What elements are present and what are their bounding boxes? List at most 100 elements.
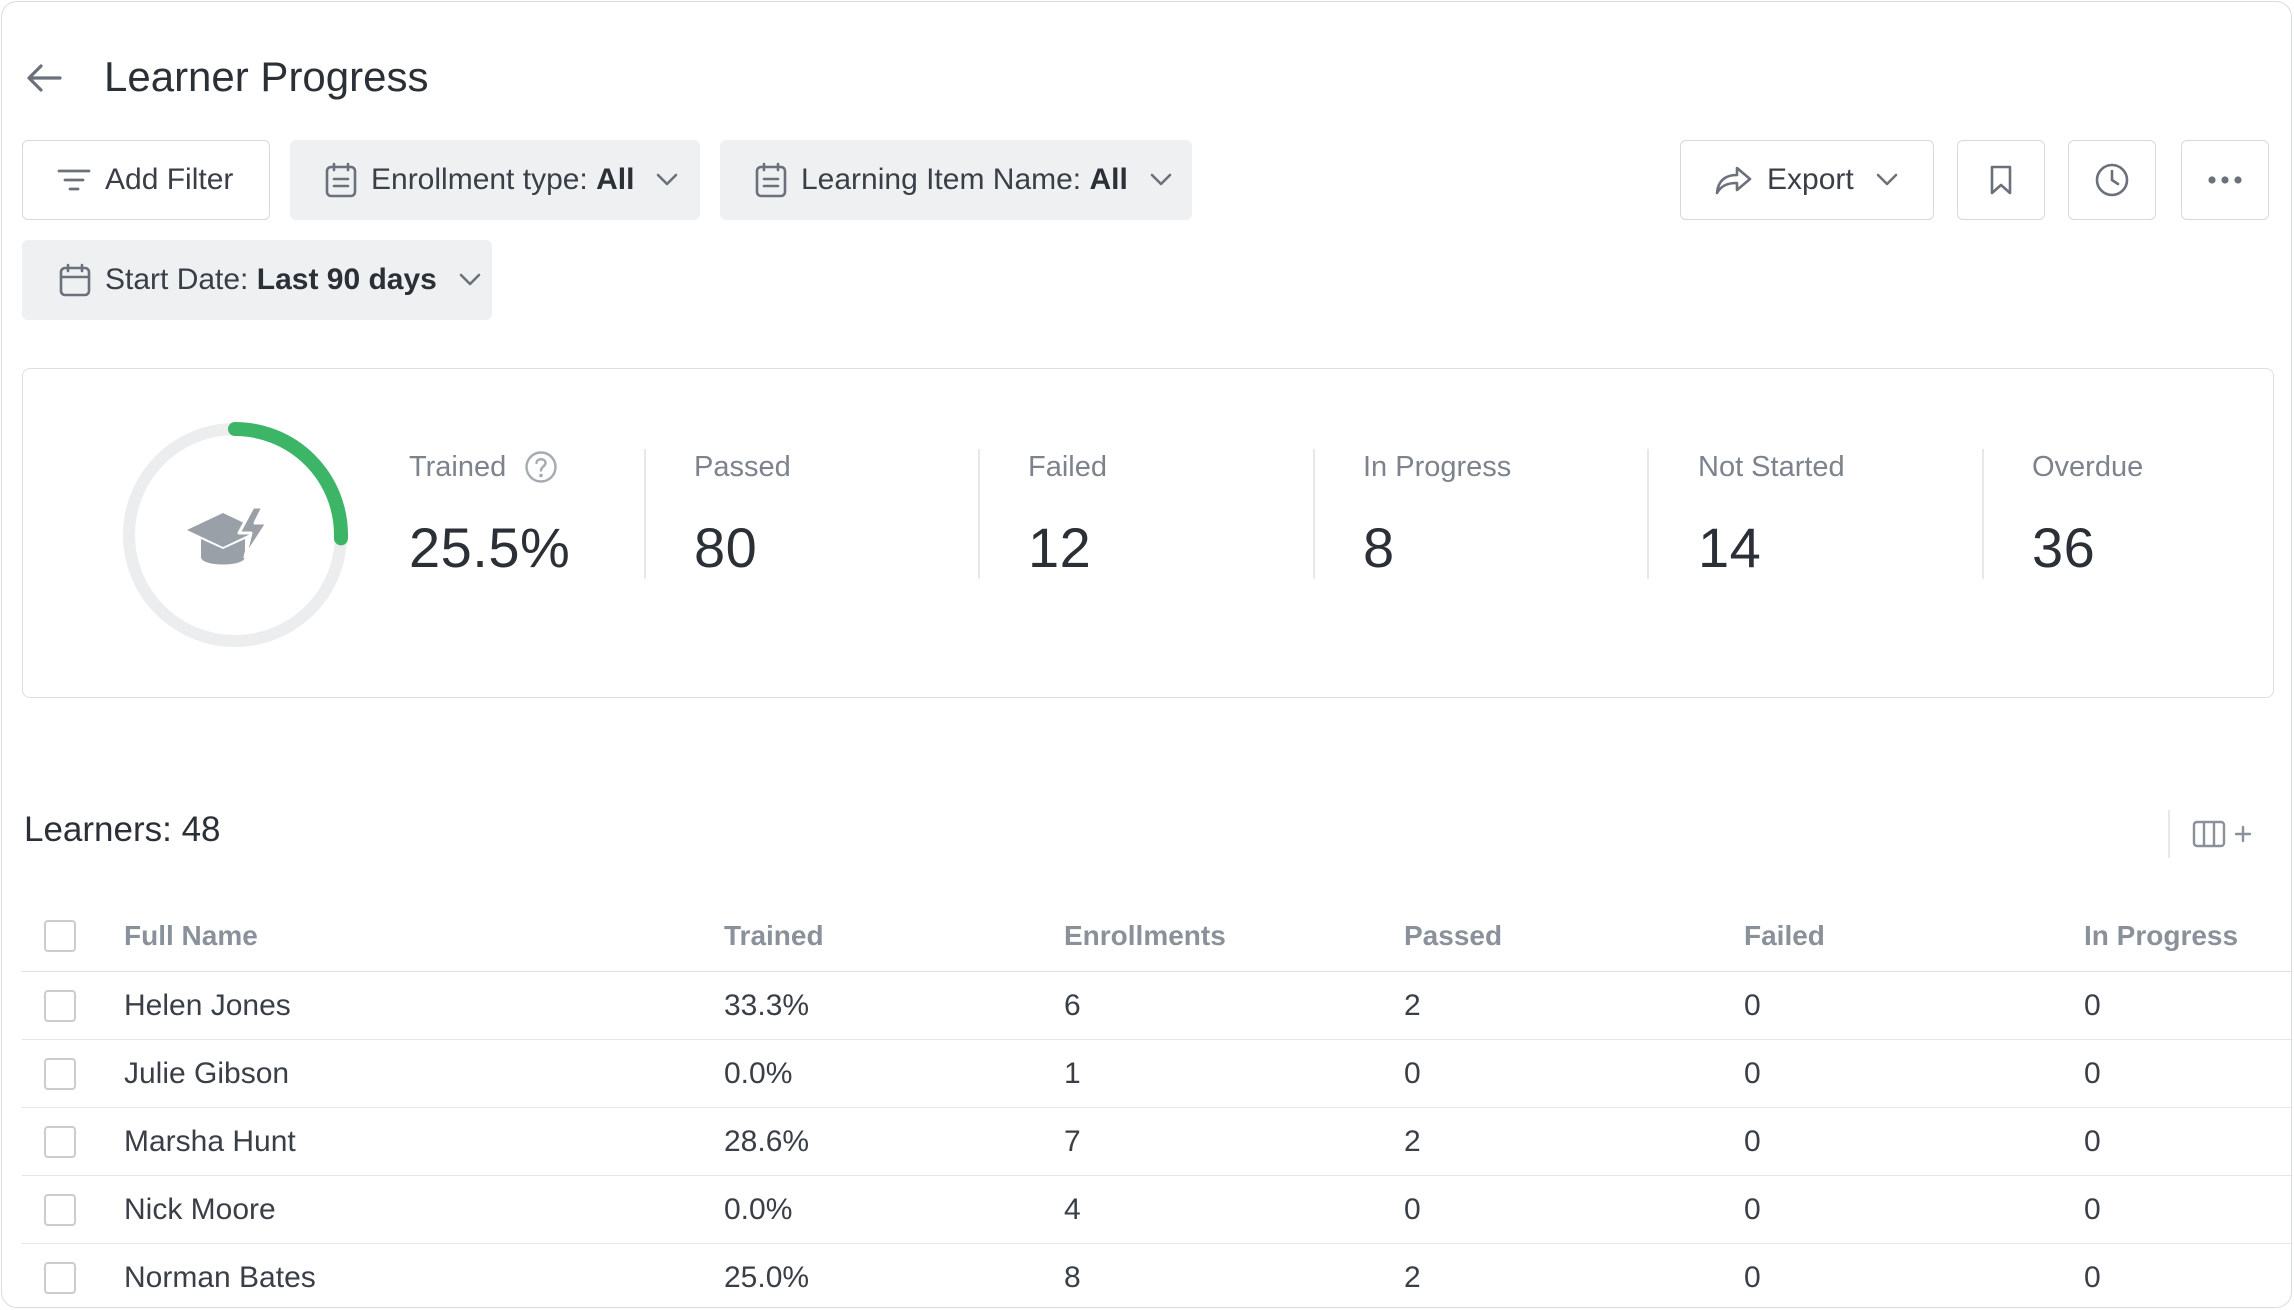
learner-name[interactable]: Marsha Hunt <box>124 1124 296 1158</box>
bookmark-icon <box>1990 165 2012 195</box>
trained-cell: 0.0% <box>724 1192 793 1226</box>
trained-cell: 33.3% <box>724 988 810 1022</box>
table-header-row: Full Name Trained Enrollments Passed Fai… <box>22 900 2291 972</box>
start-date-text: Start Date: Last 90 days <box>105 263 437 297</box>
trained-cell: 28.6% <box>724 1124 810 1158</box>
learner-name[interactable]: Helen Jones <box>124 988 291 1022</box>
bookmark-button[interactable] <box>1957 140 2045 220</box>
stat-value: 12 <box>1028 516 1092 579</box>
help-icon[interactable] <box>524 450 558 484</box>
passed-cell: 0 <box>1404 1056 1421 1090</box>
learning-item-text: Learning Item Name: All <box>801 163 1128 197</box>
passed-cell: 2 <box>1404 1124 1421 1158</box>
passed-cell: 0 <box>1404 1192 1421 1226</box>
stat-label: Failed <box>1028 450 1107 483</box>
trained-cell: 0.0% <box>724 1056 793 1090</box>
calendar-icon <box>59 263 91 297</box>
passed-cell: 2 <box>1404 1260 1421 1294</box>
export-button[interactable]: Export <box>1680 140 1934 220</box>
learners-count-title: Learners: 48 <box>24 810 221 849</box>
learning-item-filter[interactable]: Learning Item Name: All <box>720 140 1192 220</box>
trained-cell: 25.0% <box>724 1260 810 1294</box>
column-header[interactable]: Failed <box>1744 919 1825 951</box>
learner-name[interactable]: Nick Moore <box>124 1192 276 1226</box>
column-header[interactable]: In Progress <box>2084 919 2239 951</box>
table-row[interactable]: Helen Jones 33.3% 6 2 0 0 <box>22 972 2291 1040</box>
share-arrow-icon <box>1715 166 1752 195</box>
table-row[interactable]: Norman Bates 25.0% 8 2 0 0 <box>22 1244 2291 1307</box>
progress-summary-card: Trained 25.5% Passed 80 Failed 12 In Pro… <box>22 368 2274 698</box>
back-button[interactable] <box>20 54 68 102</box>
start-date-filter[interactable]: Start Date: Last 90 days <box>22 240 492 320</box>
enrollments-cell: 6 <box>1064 988 1081 1022</box>
chevron-down-icon <box>657 173 678 186</box>
stat-trained-value: 25.5% <box>409 516 571 579</box>
columns-icon <box>2192 820 2226 848</box>
filter-icon <box>57 169 91 191</box>
stat-divider <box>644 449 646 579</box>
stat-trained: Trained 25.5% <box>409 449 571 580</box>
column-header[interactable]: Full Name <box>124 919 258 951</box>
export-label: Export <box>1767 163 1854 196</box>
failed-cell: 0 <box>1744 1260 1761 1294</box>
failed-cell: 0 <box>1744 988 1761 1022</box>
enrollment-type-value: All <box>596 163 635 196</box>
select-all-checkbox[interactable] <box>44 919 76 952</box>
stat-value: 8 <box>1363 516 1395 579</box>
row-checkbox[interactable] <box>44 989 76 1022</box>
learner-name[interactable]: Norman Bates <box>124 1260 316 1294</box>
start-date-label: Start Date: <box>105 263 249 296</box>
table-row[interactable]: Julie Gibson 0.0% 1 0 0 0 <box>22 1040 2291 1108</box>
arrow-left-icon <box>27 64 62 92</box>
plus-icon <box>2234 825 2252 843</box>
stat-failed: Failed 12 <box>1028 449 1107 580</box>
add-filter-button[interactable]: Add Filter <box>22 140 270 220</box>
stat-in-progress: In Progress 8 <box>1363 449 1511 580</box>
column-settings-button[interactable] <box>2192 814 2282 854</box>
passed-cell: 2 <box>1404 988 1421 1022</box>
stat-divider <box>1647 449 1649 579</box>
row-checkbox[interactable] <box>44 1125 76 1158</box>
graduation-cap-icon <box>187 505 269 565</box>
row-checkbox[interactable] <box>44 1193 76 1226</box>
column-header[interactable]: Trained <box>724 919 824 951</box>
stat-passed: Passed 80 <box>694 449 791 580</box>
stat-overdue: Overdue 36 <box>2032 449 2144 580</box>
row-checkbox[interactable] <box>44 1057 76 1090</box>
table-row[interactable]: Nick Moore 0.0% 4 0 0 0 <box>22 1176 2291 1244</box>
more-horizontal-icon <box>2208 176 2242 184</box>
chevron-down-icon <box>1150 173 1172 186</box>
in-progress-cell: 0 <box>2084 1260 2101 1294</box>
in-progress-cell: 0 <box>2084 1056 2101 1090</box>
schedule-button[interactable] <box>2068 140 2156 220</box>
learner-name[interactable]: Julie Gibson <box>124 1056 290 1090</box>
row-checkbox[interactable] <box>44 1261 76 1294</box>
enrollment-type-label: Enrollment type: <box>371 163 588 196</box>
enrollments-cell: 4 <box>1064 1192 1081 1226</box>
stat-label: Passed <box>694 450 791 483</box>
in-progress-cell: 0 <box>2084 1124 2101 1158</box>
learning-item-value: All <box>1089 163 1128 196</box>
enrollment-type-filter[interactable]: Enrollment type: All <box>290 140 700 220</box>
enrollments-cell: 1 <box>1064 1056 1081 1090</box>
enrollment-type-text: Enrollment type: All <box>371 163 634 197</box>
stat-value: 80 <box>694 516 758 579</box>
learning-item-label: Learning Item Name: <box>801 163 1082 196</box>
calendar-list-icon <box>325 162 357 198</box>
stat-label: Overdue <box>2032 450 2144 483</box>
enrollments-cell: 8 <box>1064 1260 1081 1294</box>
learners-table: Full Name Trained Enrollments Passed Fai… <box>22 900 2291 1307</box>
in-progress-cell: 0 <box>2084 1192 2101 1226</box>
enrollments-cell: 7 <box>1064 1124 1081 1158</box>
divider <box>2168 810 2170 858</box>
more-options-button[interactable] <box>2181 140 2269 220</box>
column-header[interactable]: Enrollments <box>1064 919 1226 951</box>
in-progress-cell: 0 <box>2084 988 2101 1022</box>
page-title: Learner Progress <box>104 53 429 100</box>
trained-progress-ring <box>122 422 348 648</box>
stat-not-started: Not Started 14 <box>1698 449 1845 580</box>
table-row[interactable]: Marsha Hunt 28.6% 7 2 0 0 <box>22 1108 2291 1176</box>
column-header[interactable]: Passed <box>1404 919 1503 951</box>
stat-divider <box>978 449 980 579</box>
